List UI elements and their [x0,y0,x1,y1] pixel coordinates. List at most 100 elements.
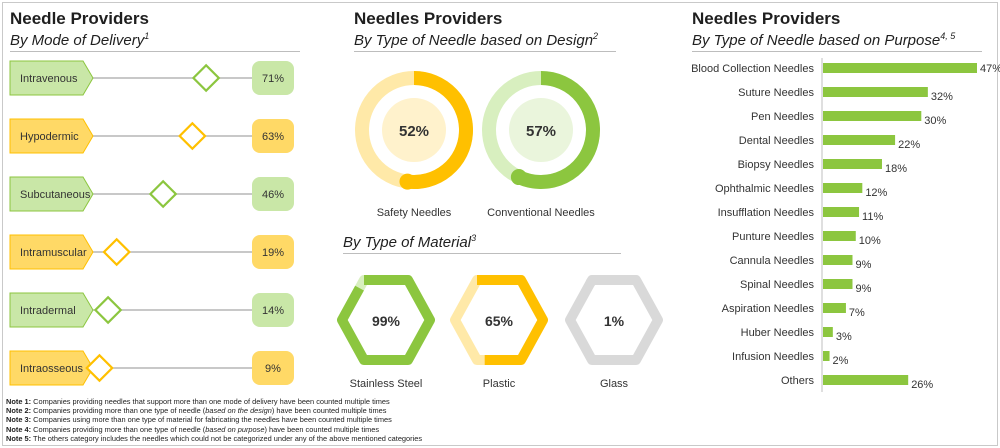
purpose-category-label-4: Biopsy Needles [738,159,815,171]
purpose-subtitle: By Type of Needle based on Purpose4, 5 [692,31,955,49]
purpose-title: Needles Providers [692,9,841,28]
purpose-bar-3 [823,135,896,145]
purpose-bar-value-7: 10% [859,235,881,247]
purpose-category-label-6: Insufflation Needles [718,207,815,219]
purpose-category-label-5: Ophthalmic Needles [715,183,815,195]
delivery-label-2: Subcutaneous [20,189,91,201]
footnote-4-label: Note 4: [6,424,32,434]
material-hex-progress-1 [450,275,548,365]
delivery-marker-5 [85,353,114,383]
purpose-bar-value-11: 3% [836,331,852,343]
delivery-title: Needle Providers [10,9,149,28]
delivery-label-tag-2 [9,176,94,212]
design-donut-arc-0 [406,71,473,189]
purpose-category-label-0: Blood Collection Needles [691,63,814,75]
delivery-value-box-2 [252,177,294,211]
purpose-category-label-9: Spinal Needles [740,279,814,291]
delivery-value-box-0 [252,61,294,95]
material-subtitle: By Type of Material3 [343,233,476,251]
footnote-2-text-a: Companies providing more than one type o… [33,406,206,416]
purpose-title-underline [692,51,982,52]
purpose-bar-value-6: 11% [862,211,883,223]
delivery-label-0: Intravenous [20,73,78,85]
purpose-subtitle-text: By Type of Needle based on Purpose [692,32,941,49]
footnote-1: Note 1: Companies providing needles that… [6,397,422,406]
delivery-label-tag-4 [9,292,94,328]
footnote-2-label: Note 2: [6,406,32,416]
purpose-bar-value-10: 7% [849,307,865,319]
design-donut-arc-1 [515,71,600,189]
material-hex-value-2: 1% [604,313,625,329]
purpose-bar-8 [823,255,853,265]
purpose-category-label-8: Cannula Needles [730,255,815,267]
delivery-label-1: Hypodermic [20,131,79,143]
delivery-value-box-5 [252,351,294,385]
design-title-underline [354,51,616,52]
footnote-4: Note 4: Companies providing more than on… [6,425,422,434]
delivery-marker-3 [102,237,131,267]
delivery-marker-1 [178,121,207,151]
footnote-3-text: Companies using more than one type of ma… [33,415,392,425]
design-donut-value-1: 57% [526,123,556,140]
material-hex-label-1: Plastic [483,378,516,390]
delivery-title-underline [10,51,300,52]
purpose-bar-6 [823,207,860,217]
material-hex-value-0: 99% [372,313,401,329]
delivery-marker-2 [148,179,178,209]
design-subtitle: By Type of Needle based on Design2 [354,31,598,49]
footnote-2-text-b: ) have been counted multiple times [271,406,387,416]
design-donut-label-1: Conventional Needles [487,207,595,219]
footnotes: Note 1: Companies providing needles that… [6,397,422,443]
delivery-label-3: Intramuscular [20,247,87,259]
delivery-label-tag-3 [9,234,94,270]
footnote-4-text-b: ) have been counted multiple times [264,424,380,434]
purpose-bar-value-5: 12% [865,187,887,199]
footnote-2: Note 2: Companies providing more than on… [6,406,422,415]
design-donut-center-1 [509,98,573,162]
material-title-underline [343,253,621,254]
purpose-bar-0 [823,63,977,73]
purpose-category-label-3: Dental Needles [739,135,815,147]
purpose-category-label-2: Pen Needles [751,111,814,123]
purpose-bar-value-0: 47% [980,63,1000,75]
purpose-bar-2 [823,111,922,121]
purpose-category-label-7: Punture Needles [732,231,814,243]
material-hex-progress-0 [337,275,435,365]
design-donut-cap-1 [510,169,527,186]
delivery-label-5: Intraosseous [20,363,83,375]
design-subtitle-text: By Type of Needle based on Design [354,32,594,49]
purpose-category-label-13: Others [781,375,815,387]
purpose-bar-value-4: 18% [885,163,907,175]
footnote-3: Note 3: Companies using more than one ty… [6,415,422,424]
delivery-value-box-3 [252,235,294,269]
delivery-value-1: 63% [262,131,284,143]
footnote-4-text-a: Companies providing more than one type o… [33,424,206,434]
footnote-3-label: Note 3: [6,415,32,425]
delivery-value-3: 19% [262,247,284,259]
purpose-bar-value-9: 9% [855,283,871,295]
purpose-bar-9 [823,279,853,289]
purpose-bar-value-13: 26% [911,379,933,391]
purpose-bar-value-12: 2% [833,355,849,367]
purpose-bar-10 [823,303,846,313]
purpose-bar-value-2: 30% [924,115,946,127]
delivery-subtitle: By Mode of Delivery1 [10,31,149,49]
design-donut-value-0: 52% [399,123,429,140]
delivery-label-tag-0 [9,60,94,96]
delivery-subtitle-text: By Mode of Delivery [10,32,145,49]
delivery-marker-4 [93,295,123,325]
purpose-bar-13 [823,375,909,385]
purpose-subtitle-note: 4, 5 [940,31,956,41]
footnote-5: Note 5: The others category includes the… [6,434,422,443]
delivery-value-2: 46% [262,189,284,201]
delivery-label-tag-5 [9,350,94,386]
purpose-category-label-1: Suture Needles [738,87,814,99]
footnote-4-emph: based on purpose [205,424,265,434]
purpose-bar-value-3: 22% [898,139,920,151]
material-hex-label-2: Glass [600,378,629,390]
purpose-bar-11 [823,327,833,337]
delivery-value-box-1 [252,119,294,153]
purpose-bar-12 [823,351,830,361]
